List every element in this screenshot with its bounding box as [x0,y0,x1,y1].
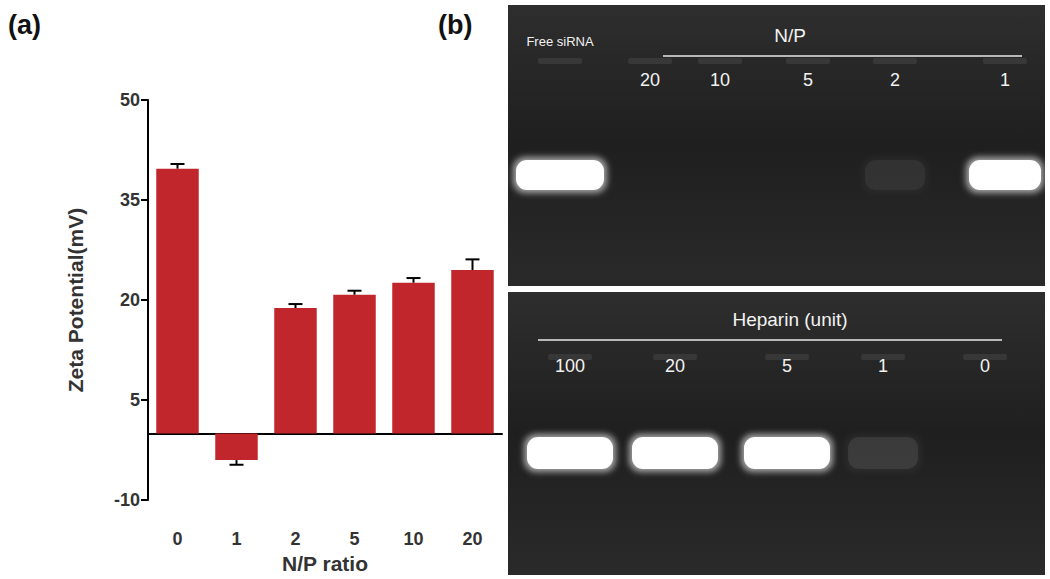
svg-text:Heparin (unit): Heparin (unit) [732,309,847,330]
svg-text:20: 20 [665,356,685,376]
svg-text:-10: -10 [114,490,140,510]
svg-text:N/P ratio: N/P ratio [282,552,368,575]
svg-text:Free siRNA: Free siRNA [526,34,594,49]
svg-text:0: 0 [980,356,990,376]
svg-text:35: 35 [120,190,140,210]
svg-text:1: 1 [231,529,241,549]
svg-text:5: 5 [349,529,359,549]
svg-text:10: 10 [403,529,423,549]
svg-text:5: 5 [782,356,792,376]
svg-text:5: 5 [130,390,140,410]
svg-text:1: 1 [1000,70,1010,90]
svg-text:(a): (a) [8,10,41,40]
svg-text:0: 0 [172,529,182,549]
svg-text:10: 10 [710,70,730,90]
svg-text:(b): (b) [438,10,472,40]
svg-text:100: 100 [555,356,585,376]
svg-text:2: 2 [890,70,900,90]
svg-text:5: 5 [803,70,813,90]
svg-text:Zeta Potential(mV): Zeta Potential(mV) [64,208,87,392]
svg-text:50: 50 [120,90,140,110]
svg-text:2: 2 [290,529,300,549]
svg-text:20: 20 [120,290,140,310]
svg-text:1: 1 [878,356,888,376]
svg-text:20: 20 [640,70,660,90]
svg-text:20: 20 [462,529,482,549]
svg-text:N/P: N/P [774,25,806,46]
